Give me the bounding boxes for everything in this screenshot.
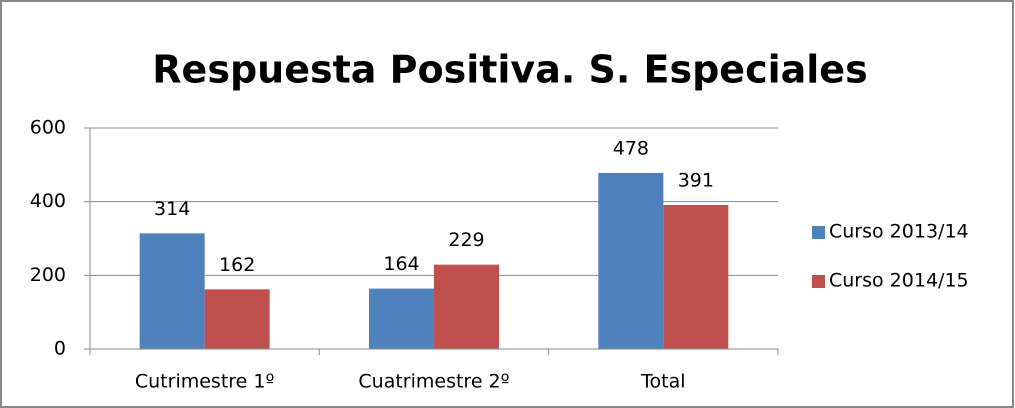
data-label: 314: [154, 198, 190, 220]
bar: [663, 204, 729, 349]
y-tick-label: 400: [30, 190, 66, 212]
x-tick-label: Cutrimestre 1º: [135, 371, 275, 393]
legend-label: Curso 2014/15: [829, 270, 969, 292]
y-tick-label: 200: [30, 264, 66, 286]
bar: [369, 288, 434, 349]
x-tick-label: Total: [640, 371, 685, 393]
chart-title: Respuesta Positiva. S. Especiales: [152, 48, 867, 92]
data-label: 229: [448, 229, 484, 251]
bar: [434, 264, 499, 349]
bar: [139, 233, 205, 349]
data-label: 478: [613, 137, 649, 159]
legend-swatch: [812, 275, 825, 288]
legend-label: Curso 2013/14: [829, 221, 969, 243]
bar: [598, 172, 664, 349]
x-tick-label: Cuatrimestre 2º: [358, 371, 509, 393]
legend-swatch: [812, 226, 825, 239]
bar: [204, 289, 270, 349]
y-tick-label: 600: [30, 117, 66, 139]
data-label: 391: [678, 169, 714, 191]
y-tick-label: 0: [54, 338, 66, 360]
data-label: 162: [219, 254, 255, 276]
data-label: 164: [383, 253, 419, 275]
